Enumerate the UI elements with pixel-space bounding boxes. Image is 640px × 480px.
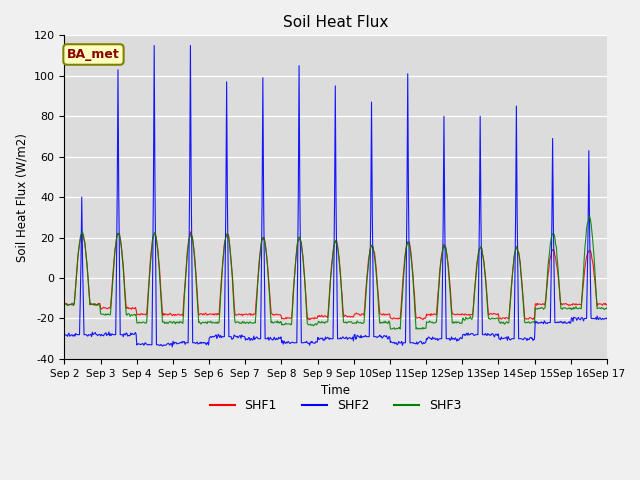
X-axis label: Time: Time [321, 384, 350, 397]
Text: BA_met: BA_met [67, 48, 120, 61]
Title: Soil Heat Flux: Soil Heat Flux [283, 15, 388, 30]
Legend: SHF1, SHF2, SHF3: SHF1, SHF2, SHF3 [205, 395, 467, 418]
Y-axis label: Soil Heat Flux (W/m2): Soil Heat Flux (W/m2) [15, 132, 28, 262]
